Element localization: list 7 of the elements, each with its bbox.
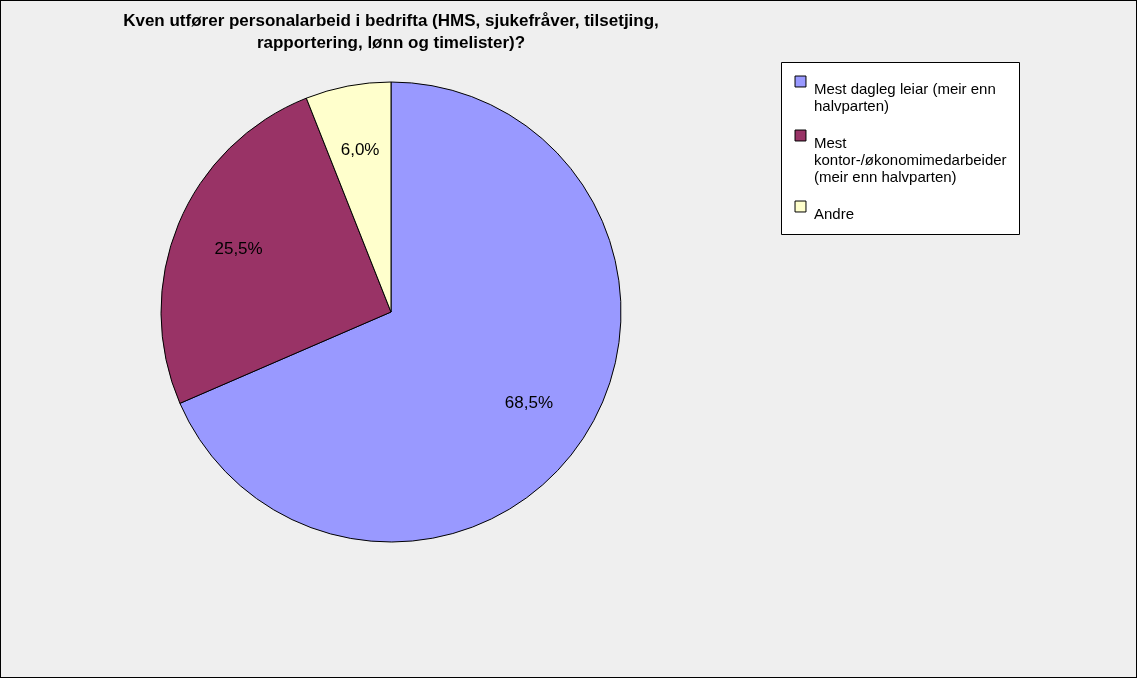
legend-label: Andre <box>814 204 855 222</box>
legend-label: Mest dagleg leiar (meir enn halvparten) <box>814 79 996 114</box>
legend-label: Mest kontor-/økonomimedarbeider (meir enn halvparten) <box>814 133 1007 185</box>
data-label: 6,0% <box>340 139 380 159</box>
data-label: 25,5% <box>214 238 263 258</box>
data-label: 68,5% <box>504 392 554 412</box>
chart-title: Kven utfører personalarbeid i bedrifta (HMS, sjukefråver, tilsetjing, rapportering, lønn og timelister)? <box>123 10 659 52</box>
